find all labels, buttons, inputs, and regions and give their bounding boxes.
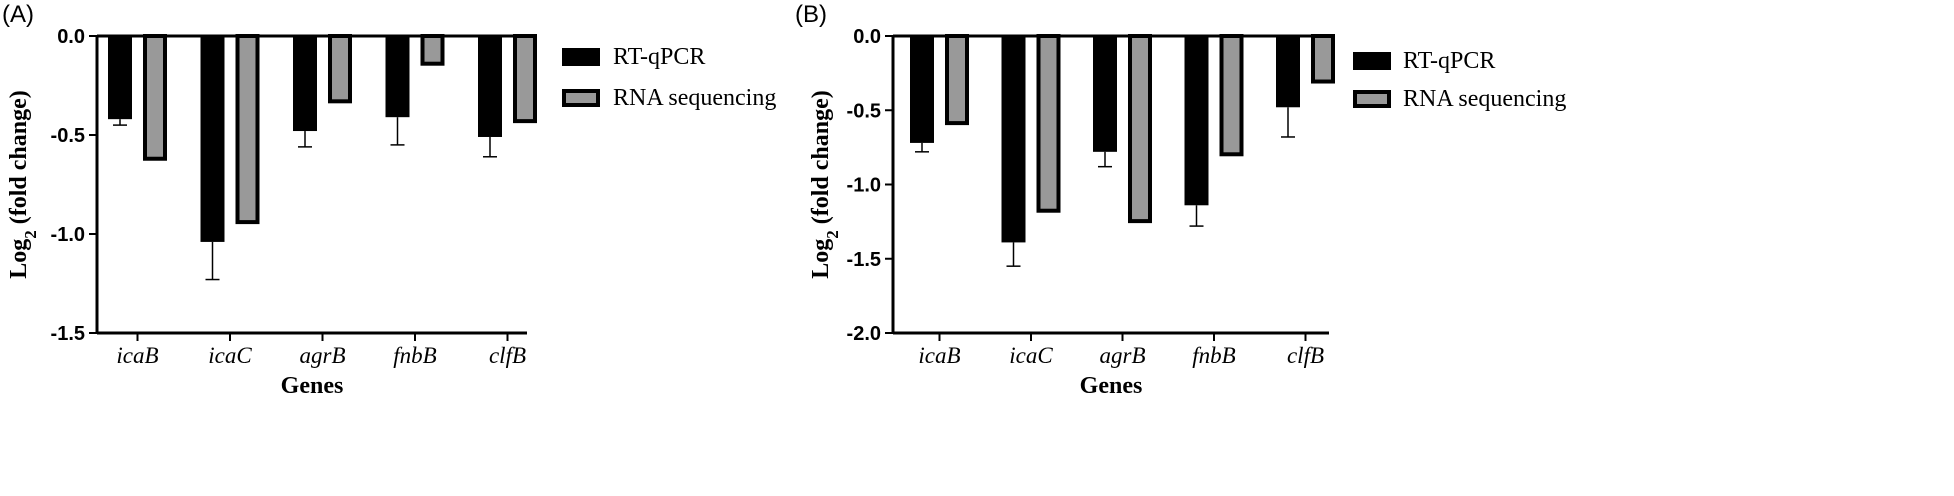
y-tick-label: -0.5 [51,125,85,147]
bar-rtqpcr [1001,36,1026,243]
x-tick-label: clfB [1287,343,1324,368]
panel-label: (B) [795,1,827,28]
panel-label: (A) [2,1,34,28]
x-axis-title: Genes [1080,373,1143,399]
y-tick-label: -1.0 [51,224,85,246]
legend-swatch-rtqpcr [1353,52,1391,70]
bar-rna-sequencing [1311,34,1335,84]
bar-rtqpcr [385,36,410,118]
legend-swatch-rtqpcr [562,48,600,66]
x-tick-label: fnbB [1192,343,1235,368]
legend-label-rna-sequencing: RNA sequencing [613,85,776,111]
x-tick-label: agrB [1100,343,1146,368]
y-axis-title-rest: (fold change) [808,90,834,230]
y-tick-label: -1.5 [847,249,881,271]
y-axis-title-sub: 2 [823,230,842,239]
bar-rna-sequencing [143,34,167,161]
legend: RT-qPCR RNA sequencing [1353,48,1566,112]
bar-rna-sequencing [420,34,445,66]
bar-rna-sequencing [1036,34,1061,213]
x-tick-label: clfB [489,343,526,368]
bar-rna-sequencing [235,34,260,225]
legend-swatch-rna-sequencing [562,89,600,107]
bar-rtqpcr [108,36,132,120]
chart-panel-b: (B) icaB icaC agrB fnbB clfB 0.0 -0.5 -1.0 -1.5 -2… [795,1,1566,399]
x-tick-label: icaC [1009,343,1053,368]
y-axis-title-main: Log [808,239,834,279]
x-tick-label: icaC [208,343,252,368]
bar-rna-sequencing [513,34,537,124]
x-tick-label: agrB [300,343,346,368]
bar-rtqpcr [293,36,317,132]
bar-rtqpcr [1184,36,1209,206]
chart-panel-a: (A) icaB icaC agrB fnbB clfB 0.0 -0.5 -1.0 -1.5 Ge… [2,1,776,399]
bar-rtqpcr [1093,36,1117,152]
bar-rtqpcr [478,36,502,137]
bar-rtqpcr [910,36,934,143]
y-tick-label: -1.0 [847,175,881,197]
x-tick-label: icaB [116,343,158,368]
legend-label-rna-sequencing: RNA sequencing [1403,86,1566,112]
legend: RT-qPCR RNA sequencing [562,44,776,111]
x-tick-label: fnbB [393,343,436,368]
y-axis-title-sub: 2 [21,230,40,239]
legend-label-rtqpcr: RT-qPCR [1403,48,1495,74]
y-axis-title: Log2 (fold change) [808,90,842,279]
legend-swatch-rna-sequencing [1353,90,1391,108]
y-tick-label: -0.5 [847,100,881,122]
x-axis-title: Genes [281,373,344,399]
y-tick-label: -1.5 [51,323,85,345]
y-tick-label: 0.0 [853,26,881,48]
y-axis-title-main: Log [6,239,32,279]
x-tick-label: icaB [918,343,960,368]
bar-rna-sequencing [1128,34,1152,224]
y-axis-title: Log2 (fold change) [6,90,40,279]
y-tick-label: 0.0 [57,26,85,48]
bar-rtqpcr [200,36,225,242]
legend-label-rtqpcr: RT-qPCR [613,44,705,70]
bar-rtqpcr [1276,36,1300,108]
bar-rna-sequencing [328,34,352,104]
bar-rna-sequencing [945,34,969,126]
y-axis-title-rest: (fold change) [6,90,32,230]
bar-rna-sequencing [1219,34,1244,157]
y-tick-label: -2.0 [847,323,881,345]
